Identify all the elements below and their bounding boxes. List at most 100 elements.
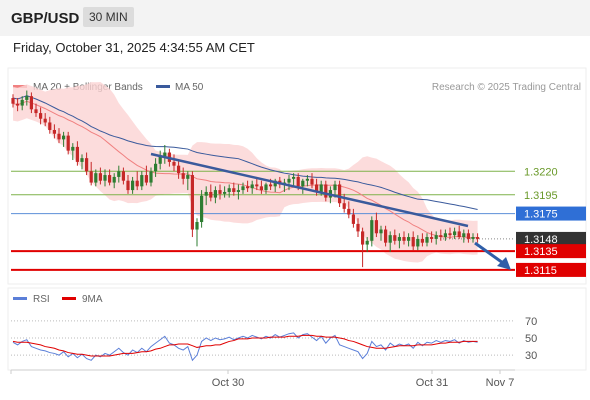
candle-body — [57, 133, 61, 140]
candle-body — [140, 175, 144, 187]
candle-body — [200, 195, 204, 223]
candle-body — [112, 176, 116, 183]
candle — [43, 113, 47, 127]
candle — [476, 233, 480, 243]
price-tag-text-1-3135: 1.3135 — [524, 246, 558, 258]
candle-body — [264, 184, 268, 191]
level-label-1-3220: 1.3220 — [524, 166, 558, 178]
candle-body — [361, 231, 365, 245]
candle — [200, 190, 204, 228]
candle — [117, 165, 121, 183]
candle — [416, 235, 420, 251]
candle — [135, 171, 139, 191]
ma50-legend-swatch — [156, 85, 170, 88]
candle — [57, 128, 61, 144]
candle-body — [71, 146, 75, 151]
candle — [85, 152, 89, 176]
level-label-1-3195: 1.3195 — [524, 190, 558, 202]
candle — [103, 169, 107, 187]
candle — [420, 233, 424, 247]
candle-body — [62, 135, 66, 140]
candle-body — [75, 146, 79, 162]
candle — [16, 98, 20, 112]
candle — [310, 173, 314, 189]
candle — [430, 231, 434, 243]
credit-label: Research © 2025 Trading Central — [432, 82, 581, 93]
x-axis-ticks: Oct 30 Oct 31 Nov 7 — [10, 370, 515, 389]
main-panel-frame — [7, 67, 587, 285]
candle-body — [324, 184, 328, 198]
candle — [374, 212, 378, 238]
price-tag-text-1-3148: 1.3148 — [524, 234, 558, 246]
candle — [131, 176, 135, 194]
timeframe-button[interactable]: 30 MIN — [83, 7, 134, 27]
x-tick-label: Nov 7 — [486, 377, 515, 389]
candle-body — [16, 103, 20, 106]
candle — [241, 182, 245, 194]
candle-body — [379, 229, 383, 234]
rsi-tick-50: 50 — [525, 333, 537, 345]
ma20-legend-swatch — [13, 85, 27, 88]
candle — [71, 143, 75, 161]
candle-body — [453, 231, 457, 236]
candle — [439, 229, 443, 241]
candle — [39, 107, 43, 125]
candle-body — [223, 191, 227, 194]
candle-body — [204, 191, 208, 196]
candle-body — [416, 238, 420, 247]
forecast-arrow — [474, 241, 511, 270]
candle-body — [365, 240, 369, 245]
candle-body — [135, 180, 139, 187]
candle — [305, 175, 309, 187]
candle-body — [108, 175, 112, 183]
candle-body — [103, 175, 107, 181]
candle — [213, 186, 217, 204]
candle-body — [218, 190, 222, 194]
candle-body — [85, 158, 89, 172]
candle-body — [434, 235, 438, 239]
candle — [223, 186, 227, 198]
candle — [126, 175, 130, 194]
candle — [250, 180, 254, 194]
candle — [301, 178, 305, 194]
candle-body — [319, 184, 323, 192]
candle — [287, 175, 291, 191]
candle-body — [466, 233, 470, 239]
candle — [94, 169, 98, 187]
candle — [356, 218, 360, 238]
candle-body — [305, 178, 309, 181]
candle-body — [154, 163, 158, 172]
candle-body — [425, 237, 429, 243]
candle — [411, 231, 415, 251]
candle-body — [374, 220, 378, 234]
candle-body — [172, 161, 176, 166]
candle-body — [98, 173, 102, 181]
chart-header: GBP/USD 30 MIN — [0, 0, 590, 36]
candle-body — [402, 237, 406, 241]
candle — [112, 173, 116, 189]
candle-body — [296, 176, 300, 187]
candle-body — [177, 165, 181, 174]
bollinger-bands — [13, 82, 478, 263]
candle-body — [384, 229, 388, 243]
rsi-legend-swatch — [13, 297, 27, 300]
candle — [195, 218, 199, 247]
candle — [255, 178, 259, 191]
candle — [190, 171, 194, 238]
candle — [163, 145, 167, 164]
candle — [52, 124, 56, 139]
candle-body — [52, 129, 56, 134]
candle-body — [269, 184, 273, 187]
candle — [232, 182, 236, 196]
candle — [204, 186, 208, 206]
candle — [407, 233, 411, 247]
candle-body — [158, 156, 162, 164]
candle-body — [181, 173, 185, 179]
candle — [48, 116, 52, 134]
candle-body — [149, 171, 153, 183]
price-tag-1-3148 — [516, 231, 586, 246]
price-tag-1-3115 — [516, 262, 586, 277]
candle-body — [255, 184, 259, 187]
candle — [259, 180, 263, 194]
